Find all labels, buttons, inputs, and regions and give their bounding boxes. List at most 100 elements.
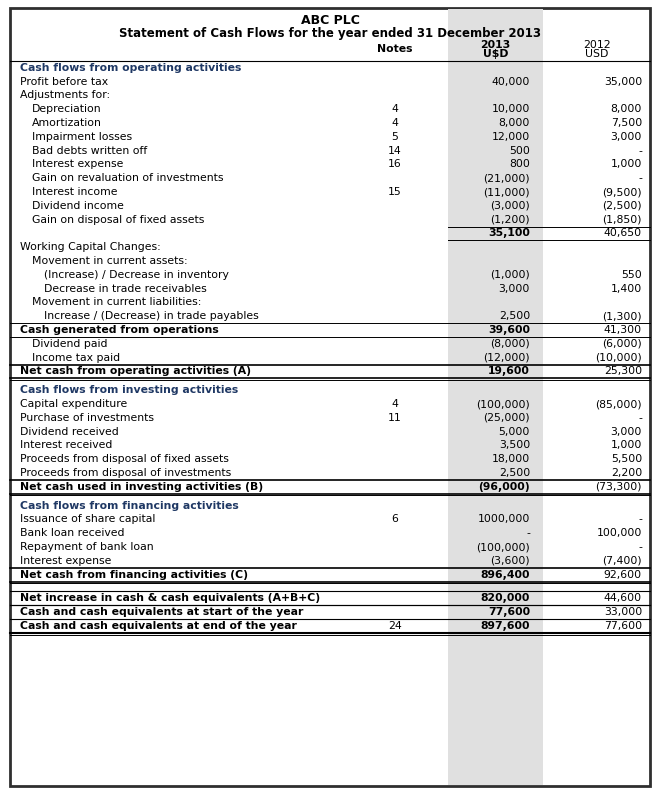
- Text: (10,000): (10,000): [595, 353, 642, 363]
- Text: 1,000: 1,000: [610, 441, 642, 450]
- Text: Profit before tax: Profit before tax: [20, 77, 108, 87]
- Text: 5,000: 5,000: [498, 426, 530, 437]
- Text: 2,500: 2,500: [499, 311, 530, 322]
- Text: (11,000): (11,000): [483, 187, 530, 197]
- Text: 44,600: 44,600: [604, 593, 642, 603]
- Text: (85,000): (85,000): [595, 399, 642, 409]
- Text: 5: 5: [391, 132, 399, 142]
- Text: 92,600: 92,600: [604, 570, 642, 580]
- Text: 8,000: 8,000: [498, 118, 530, 128]
- Text: 14: 14: [388, 146, 402, 156]
- Text: Dividend paid: Dividend paid: [32, 339, 108, 349]
- Text: (1,000): (1,000): [490, 270, 530, 280]
- Text: 41,300: 41,300: [604, 325, 642, 335]
- Text: Cash and cash equivalents at end of the year: Cash and cash equivalents at end of the …: [20, 621, 297, 630]
- Text: 25,300: 25,300: [604, 367, 642, 376]
- Text: 2,500: 2,500: [499, 468, 530, 478]
- Text: (3,600): (3,600): [490, 556, 530, 566]
- Text: Net cash from financing activities (C): Net cash from financing activities (C): [20, 570, 248, 580]
- Text: Cash flows from operating activities: Cash flows from operating activities: [20, 63, 242, 73]
- Text: Amortization: Amortization: [32, 118, 102, 128]
- Text: Bank loan received: Bank loan received: [20, 528, 125, 538]
- Text: Movement in current liabilities:: Movement in current liabilities:: [32, 298, 201, 307]
- Text: 39,600: 39,600: [488, 325, 530, 335]
- Text: (6,000): (6,000): [602, 339, 642, 349]
- Text: Capital expenditure: Capital expenditure: [20, 399, 127, 409]
- Text: 16: 16: [388, 160, 402, 169]
- Text: Statement of Cash Flows for the year ended 31 December 2013: Statement of Cash Flows for the year end…: [119, 26, 541, 40]
- Text: (7,400): (7,400): [603, 556, 642, 566]
- Text: 897,600: 897,600: [480, 621, 530, 630]
- Text: Increase / (Decrease) in trade payables: Increase / (Decrease) in trade payables: [44, 311, 259, 322]
- Text: (21,000): (21,000): [483, 173, 530, 183]
- Text: Net cash used in investing activities (B): Net cash used in investing activities (B…: [20, 482, 263, 492]
- Text: Cash flows from financing activities: Cash flows from financing activities: [20, 501, 239, 511]
- Text: (1,850): (1,850): [603, 214, 642, 225]
- Text: 6: 6: [391, 515, 399, 525]
- Text: 5,500: 5,500: [610, 454, 642, 464]
- Text: 1000,000: 1000,000: [478, 515, 530, 525]
- FancyBboxPatch shape: [448, 9, 543, 785]
- Text: U$D: U$D: [482, 49, 508, 59]
- Text: 2013: 2013: [480, 40, 511, 50]
- Text: 24: 24: [388, 621, 402, 630]
- Text: Income tax paid: Income tax paid: [32, 353, 120, 363]
- Text: 18,000: 18,000: [492, 454, 530, 464]
- Text: 100,000: 100,000: [597, 528, 642, 538]
- Text: Gain on revaluation of investments: Gain on revaluation of investments: [32, 173, 224, 183]
- Text: 4: 4: [391, 104, 399, 114]
- Text: Bad debts written off: Bad debts written off: [32, 146, 147, 156]
- Text: Dividend income: Dividend income: [32, 201, 124, 211]
- Text: 3,500: 3,500: [499, 441, 530, 450]
- Text: -: -: [638, 146, 642, 156]
- Text: Dividend received: Dividend received: [20, 426, 119, 437]
- Text: Notes: Notes: [378, 44, 412, 54]
- Text: (3,000): (3,000): [490, 201, 530, 211]
- Text: ABC PLC: ABC PLC: [300, 14, 360, 28]
- Text: (Increase) / Decrease in inventory: (Increase) / Decrease in inventory: [44, 270, 229, 280]
- Text: Interest expense: Interest expense: [20, 556, 112, 566]
- Text: Gain on disposal of fixed assets: Gain on disposal of fixed assets: [32, 214, 205, 225]
- Text: -: -: [526, 528, 530, 538]
- Text: (9,500): (9,500): [603, 187, 642, 197]
- Text: 15: 15: [388, 187, 402, 197]
- Text: (1,200): (1,200): [490, 214, 530, 225]
- Text: Interest received: Interest received: [20, 441, 112, 450]
- FancyBboxPatch shape: [10, 8, 650, 786]
- Text: 550: 550: [621, 270, 642, 280]
- Text: Issuance of share capital: Issuance of share capital: [20, 515, 155, 525]
- Text: (73,300): (73,300): [595, 482, 642, 492]
- Text: 19,600: 19,600: [488, 367, 530, 376]
- Text: 8,000: 8,000: [610, 104, 642, 114]
- Text: Proceeds from disposal of investments: Proceeds from disposal of investments: [20, 468, 231, 478]
- Text: Net increase in cash & cash equivalents (A+B+C): Net increase in cash & cash equivalents …: [20, 593, 320, 603]
- Text: Interest income: Interest income: [32, 187, 117, 197]
- Text: Impairment losses: Impairment losses: [32, 132, 132, 142]
- Text: Cash flows from investing activities: Cash flows from investing activities: [20, 385, 238, 395]
- Text: Interest expense: Interest expense: [32, 160, 123, 169]
- Text: 4: 4: [391, 118, 399, 128]
- Text: Repayment of bank loan: Repayment of bank loan: [20, 542, 154, 552]
- Text: 11: 11: [388, 413, 402, 423]
- Text: Cash generated from operations: Cash generated from operations: [20, 325, 218, 335]
- Text: (1,300): (1,300): [603, 311, 642, 322]
- Text: Working Capital Changes:: Working Capital Changes:: [20, 242, 161, 252]
- Text: 77,600: 77,600: [604, 621, 642, 630]
- Text: 1,400: 1,400: [610, 283, 642, 294]
- Text: Net cash from operating activities (A): Net cash from operating activities (A): [20, 367, 251, 376]
- Text: (12,000): (12,000): [483, 353, 530, 363]
- Text: Decrease in trade receivables: Decrease in trade receivables: [44, 283, 207, 294]
- Text: USD: USD: [585, 49, 608, 59]
- Text: (96,000): (96,000): [478, 482, 530, 492]
- Text: Adjustments for:: Adjustments for:: [20, 91, 110, 101]
- Text: 12,000: 12,000: [492, 132, 530, 142]
- Text: Cash and cash equivalents at start of the year: Cash and cash equivalents at start of th…: [20, 607, 304, 617]
- Text: (100,000): (100,000): [477, 542, 530, 552]
- Text: 2,200: 2,200: [610, 468, 642, 478]
- Text: 35,100: 35,100: [488, 229, 530, 238]
- Text: (25,000): (25,000): [483, 413, 530, 423]
- Text: 77,600: 77,600: [488, 607, 530, 617]
- Text: Proceeds from disposal of fixed assets: Proceeds from disposal of fixed assets: [20, 454, 229, 464]
- Text: 500: 500: [509, 146, 530, 156]
- Text: 35,000: 35,000: [604, 77, 642, 87]
